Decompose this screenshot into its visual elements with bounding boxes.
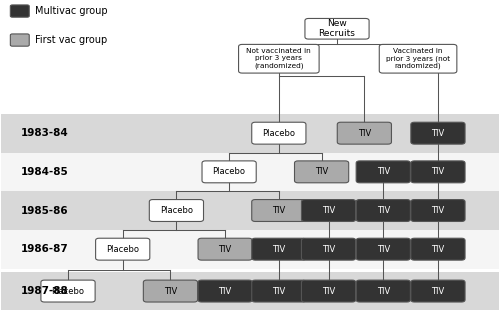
FancyBboxPatch shape <box>302 200 356 221</box>
FancyBboxPatch shape <box>356 280 410 302</box>
Text: Vaccinated in
prior 3 years (not
randomized): Vaccinated in prior 3 years (not randomi… <box>386 48 450 69</box>
Text: TIV: TIV <box>272 245 285 254</box>
FancyBboxPatch shape <box>198 280 252 302</box>
FancyBboxPatch shape <box>198 238 252 260</box>
Text: New
Recruits: New Recruits <box>318 19 356 38</box>
FancyBboxPatch shape <box>356 161 410 183</box>
Text: 1985-86: 1985-86 <box>22 205 69 215</box>
Text: TIV: TIV <box>322 245 335 254</box>
Text: 1984-85: 1984-85 <box>22 167 69 177</box>
Text: TIV: TIV <box>272 287 285 295</box>
Text: TIV: TIV <box>376 287 390 295</box>
FancyBboxPatch shape <box>411 238 465 260</box>
FancyBboxPatch shape <box>411 122 465 144</box>
Bar <box>2 114 498 152</box>
FancyBboxPatch shape <box>144 280 198 302</box>
Text: 1987-88: 1987-88 <box>22 286 69 296</box>
FancyBboxPatch shape <box>41 280 95 302</box>
FancyBboxPatch shape <box>356 200 410 221</box>
Bar <box>2 230 498 268</box>
Text: Multivac group: Multivac group <box>34 6 108 16</box>
FancyBboxPatch shape <box>252 238 306 260</box>
Text: TIV: TIV <box>432 287 444 295</box>
Bar <box>2 152 498 191</box>
FancyBboxPatch shape <box>411 280 465 302</box>
Text: TIV: TIV <box>432 167 444 176</box>
FancyBboxPatch shape <box>238 45 319 73</box>
Text: TIV: TIV <box>272 206 285 215</box>
Text: TIV: TIV <box>432 245 444 254</box>
FancyBboxPatch shape <box>380 45 457 73</box>
Bar <box>2 191 498 230</box>
FancyBboxPatch shape <box>305 19 369 39</box>
Text: TIV: TIV <box>218 287 232 295</box>
Text: TIV: TIV <box>218 245 232 254</box>
Text: TIV: TIV <box>376 245 390 254</box>
Text: Placebo: Placebo <box>160 206 193 215</box>
Text: Placebo: Placebo <box>262 129 296 138</box>
FancyBboxPatch shape <box>411 200 465 221</box>
Text: TIV: TIV <box>376 167 390 176</box>
Text: Placebo: Placebo <box>106 245 139 254</box>
FancyBboxPatch shape <box>302 280 356 302</box>
FancyBboxPatch shape <box>294 161 348 183</box>
Text: 1983-84: 1983-84 <box>22 128 69 138</box>
Text: TIV: TIV <box>432 206 444 215</box>
FancyBboxPatch shape <box>356 238 410 260</box>
Bar <box>2 272 498 310</box>
FancyBboxPatch shape <box>10 34 29 46</box>
Text: TIV: TIV <box>358 129 371 138</box>
FancyBboxPatch shape <box>338 122 392 144</box>
Text: First vac group: First vac group <box>34 35 107 45</box>
Text: Placebo: Placebo <box>212 167 246 176</box>
FancyBboxPatch shape <box>150 200 204 221</box>
Text: TIV: TIV <box>164 287 177 295</box>
FancyBboxPatch shape <box>252 280 306 302</box>
FancyBboxPatch shape <box>252 122 306 144</box>
Text: TIV: TIV <box>322 287 335 295</box>
FancyBboxPatch shape <box>411 161 465 183</box>
FancyBboxPatch shape <box>10 5 29 17</box>
Text: TIV: TIV <box>376 206 390 215</box>
FancyBboxPatch shape <box>302 238 356 260</box>
FancyBboxPatch shape <box>96 238 150 260</box>
Text: Placebo: Placebo <box>52 287 84 295</box>
Text: Not vaccinated in
prior 3 years
(randomized): Not vaccinated in prior 3 years (randomi… <box>246 48 311 69</box>
Text: TIV: TIV <box>322 206 335 215</box>
Text: 1986-87: 1986-87 <box>22 244 69 254</box>
FancyBboxPatch shape <box>252 200 306 221</box>
Text: TIV: TIV <box>315 167 328 176</box>
FancyBboxPatch shape <box>202 161 256 183</box>
Text: TIV: TIV <box>432 129 444 138</box>
